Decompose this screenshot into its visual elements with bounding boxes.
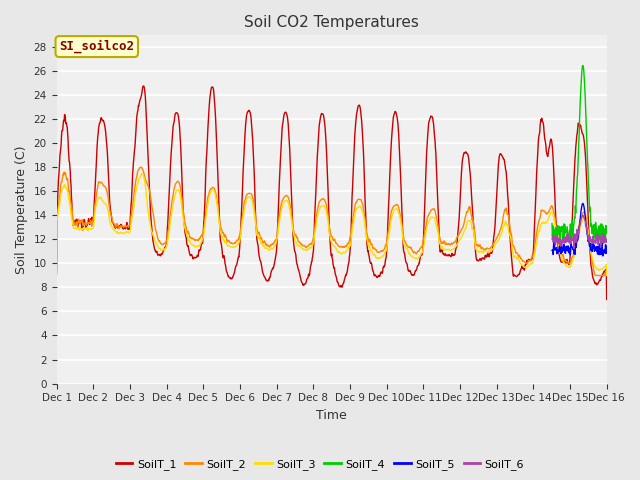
Legend: SoilT_1, SoilT_2, SoilT_3, SoilT_4, SoilT_5, SoilT_6: SoilT_1, SoilT_2, SoilT_3, SoilT_4, Soil…	[111, 455, 529, 474]
X-axis label: Time: Time	[316, 409, 347, 422]
Title: Soil CO2 Temperatures: Soil CO2 Temperatures	[244, 15, 419, 30]
Text: SI_soilco2: SI_soilco2	[60, 40, 134, 53]
Y-axis label: Soil Temperature (C): Soil Temperature (C)	[15, 145, 28, 274]
